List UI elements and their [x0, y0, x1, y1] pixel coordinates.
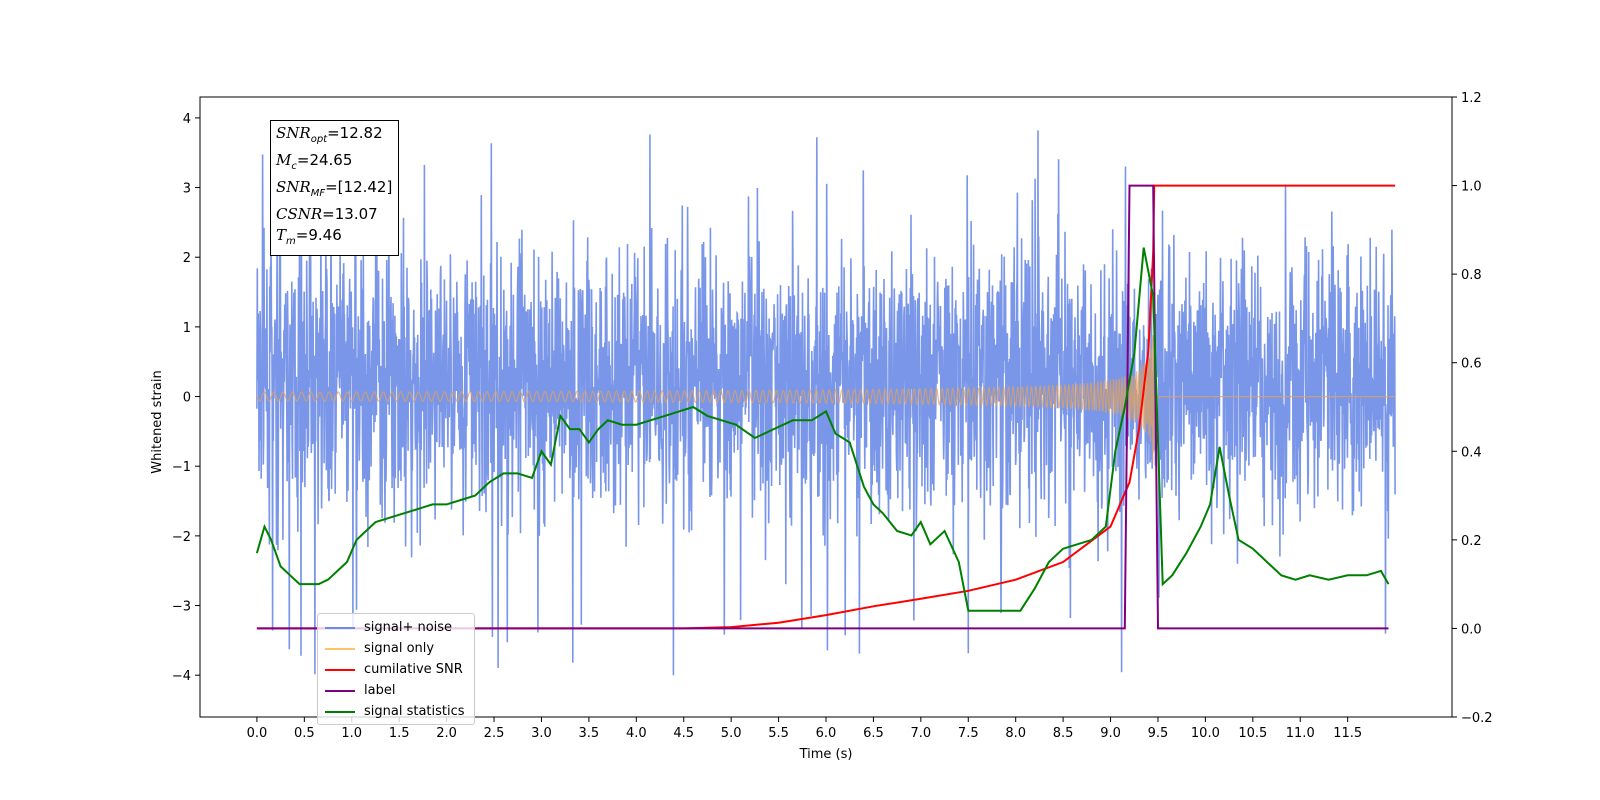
x-tick-label: 3.0 [531, 726, 552, 741]
legend-swatch-signal-only [325, 647, 355, 650]
annotation-box: SNRopt=12.82 Mc=24.65 SNRMF=[12.42] CSNR… [270, 120, 400, 256]
y-tick-label: 1 [183, 321, 191, 336]
y2-tick-label: 0.4 [1461, 445, 1482, 460]
x-tick-label: 0.0 [247, 726, 268, 741]
y-tick-label: −3 [172, 600, 191, 615]
legend-item-signal-noise: signal+ noise [318, 617, 474, 638]
x-tick-label: 2.5 [484, 726, 505, 741]
legend-label-signal-statistics: signal statistics [364, 704, 465, 719]
x-tick-label: 5.5 [768, 726, 789, 741]
snr-mf-line: SNRMF=[12.42] [276, 178, 393, 199]
x-tick-label: 4.0 [626, 726, 647, 741]
series-signal-statistics [255, 247, 1390, 612]
plot-series [255, 130, 1396, 676]
legend-label-signal-only: signal only [364, 641, 435, 656]
legend-swatch-signal-statistics [325, 710, 355, 713]
legend-swatch-signal-noise [325, 626, 355, 629]
legend-item-signal-only: signal only [318, 638, 474, 659]
series-cumulative-snr [256, 184, 1396, 630]
csnr-value: 13.07 [334, 205, 378, 223]
x-tick-label: 7.0 [911, 726, 932, 741]
y-axis-right: 1.2 1.0 0.8 0.6 0.4 0.2 0.0 −0.2 [1452, 91, 1493, 726]
y2-tick-label: 0.8 [1461, 268, 1482, 283]
x-tick-label: 9.5 [1148, 726, 1169, 741]
tm-value: 9.46 [308, 226, 342, 244]
y2-tick-label: 0.0 [1461, 622, 1482, 637]
y-axis-left: 4 3 2 1 0 −1 −2 −3 −4 [172, 112, 200, 684]
y2-tick-label: 0.6 [1461, 357, 1482, 372]
x-axis-label: Time (s) [799, 747, 853, 762]
x-tick-label: 11.0 [1286, 726, 1315, 741]
x-tick-label: 9.0 [1100, 726, 1121, 741]
y2-tick-label: 0.2 [1461, 534, 1482, 549]
x-tick-label: 5.0 [721, 726, 742, 741]
x-tick-label: 7.5 [958, 726, 979, 741]
mc-line: Mc=24.65 [276, 151, 353, 172]
x-tick-label: 1.5 [389, 726, 410, 741]
legend-item-cumulative-snr: cumilative SNR [318, 659, 474, 680]
x-tick-label: 4.5 [673, 726, 694, 741]
snr-opt-line: SNRopt=12.82 [276, 124, 383, 145]
series-signal-only [256, 335, 1396, 464]
series-signal-noise [256, 130, 1396, 676]
y-tick-label: −2 [172, 530, 191, 545]
x-tick-label: 11.5 [1333, 726, 1362, 741]
y-tick-label: −4 [172, 669, 191, 684]
x-tick-label: 0.5 [294, 726, 315, 741]
x-tick-label: 10.5 [1238, 726, 1267, 741]
x-tick-label: 1.0 [341, 726, 362, 741]
y2-tick-label: −0.2 [1461, 711, 1493, 726]
csnr-line: CSNR=13.07 [276, 205, 378, 223]
snr-opt-value: 12.82 [339, 124, 383, 142]
x-tick-label: 2.0 [436, 726, 457, 741]
y-tick-label: 4 [183, 112, 191, 127]
legend-label-signal-noise: signal+ noise [364, 620, 453, 635]
legend-label-label: label [364, 683, 396, 698]
y2-tick-label: 1.2 [1461, 91, 1482, 106]
x-tick-label: 10.0 [1191, 726, 1220, 741]
legend-item-label: label [318, 680, 474, 701]
tm-line: Tm=9.46 [276, 226, 342, 247]
legend-label-cumulative-snr: cumilative SNR [364, 662, 463, 677]
y-tick-label: 3 [183, 182, 191, 197]
y-axis-label: Whitened strain [150, 370, 165, 473]
snr-mf-value: [12.42] [337, 178, 393, 196]
legend: signal+ noise signal only cumilative SNR… [317, 613, 475, 725]
x-tick-label: 8.0 [1005, 726, 1026, 741]
x-axis: 0.0 0.5 1.0 1.5 2.0 2.5 3.0 3.5 4.0 4.5 5.0 5.5 6.0 6… [247, 717, 1362, 741]
x-tick-label: 6.5 [863, 726, 884, 741]
x-tick-label: 8.5 [1053, 726, 1074, 741]
y2-tick-label: 1.0 [1461, 180, 1482, 195]
y-tick-label: 0 [183, 391, 191, 406]
mc-value: 24.65 [309, 151, 353, 169]
legend-swatch-label [325, 689, 355, 692]
series-label [256, 184, 1389, 630]
legend-swatch-cumulative-snr [325, 668, 355, 671]
x-tick-label: 6.0 [816, 726, 837, 741]
legend-item-signal-statistics: signal statistics [318, 701, 474, 722]
y-tick-label: −1 [172, 460, 191, 475]
y-tick-label: 2 [183, 251, 191, 266]
x-tick-label: 3.5 [579, 726, 600, 741]
